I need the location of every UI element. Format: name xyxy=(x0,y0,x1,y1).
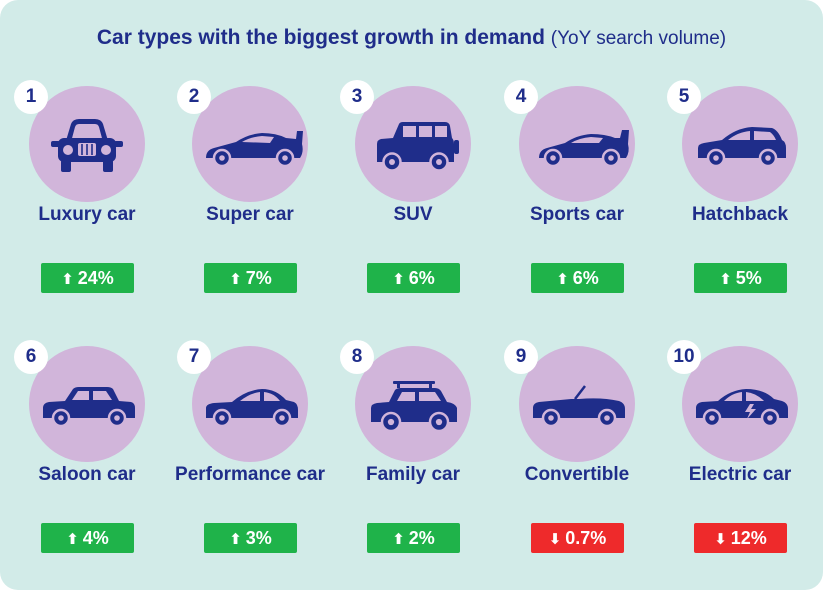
icon-circle xyxy=(29,346,145,462)
super-car-icon xyxy=(206,131,303,168)
car-type-item: 10 Electric car ⬇ 12% xyxy=(665,340,815,590)
change-value: 12% xyxy=(730,528,767,548)
change-badge-up: ⬆ 5% xyxy=(694,263,787,293)
change-value: 4% xyxy=(82,528,109,548)
car-type-label: Electric car xyxy=(688,464,792,485)
car-type-label: Convertible xyxy=(524,464,630,485)
chart-title: Car types with the biggest growth in dem… xyxy=(0,26,823,50)
car-type-label: Luxury car xyxy=(38,204,136,225)
car-type-item: 4 Sports car ⬆ 6% xyxy=(502,80,652,340)
car-type-item: 2 Super car ⬆ 7% xyxy=(175,80,325,340)
title-main: Car types with the biggest growth in dem… xyxy=(96,26,545,49)
change-badge-up: ⬆ 3% xyxy=(204,523,297,553)
icon-circle xyxy=(355,86,471,202)
arrow-up-icon: ⬆ xyxy=(61,271,74,288)
saloon-car-icon xyxy=(43,387,135,428)
arrow-up-icon: ⬆ xyxy=(556,271,569,288)
icon-circle xyxy=(682,346,798,462)
rank-badge: 10 xyxy=(667,340,701,374)
rank-badge: 3 xyxy=(340,80,374,114)
change-badge-down: ⬇ 12% xyxy=(694,523,787,553)
rank-badge: 5 xyxy=(667,80,701,114)
arrow-up-icon: ⬆ xyxy=(229,531,242,548)
car-type-item: 7 Performance car ⬆ 3% xyxy=(175,340,325,590)
change-badge-down: ⬇ 0.7% xyxy=(531,523,624,553)
title-subtitle: (YoY search volume) xyxy=(550,28,727,49)
change-badge-up: ⬆ 7% xyxy=(204,263,297,293)
hatchback-icon xyxy=(698,127,786,168)
car-type-item: 1 Luxury car ⬆ 24% xyxy=(12,80,162,340)
arrow-up-icon: ⬆ xyxy=(392,531,405,548)
arrow-up-icon: ⬆ xyxy=(229,271,242,288)
change-badge-up: ⬆ 24% xyxy=(41,263,134,293)
change-badge-up: ⬆ 2% xyxy=(367,523,460,553)
family-car-icon xyxy=(371,381,457,433)
change-value: 3% xyxy=(245,528,272,548)
icon-circle xyxy=(355,346,471,462)
icon-circle xyxy=(192,346,308,462)
arrow-up-icon: ⬆ xyxy=(392,271,405,288)
rank-badge: 7 xyxy=(177,340,211,374)
change-badge-up: ⬆ 6% xyxy=(367,263,460,293)
sports-car-icon xyxy=(539,130,629,168)
arrow-down-icon: ⬇ xyxy=(548,531,562,548)
rank-badge: 4 xyxy=(504,80,538,114)
rank-badge: 1 xyxy=(14,80,48,114)
rank-badge: 9 xyxy=(504,340,538,374)
change-value: 24% xyxy=(77,268,114,288)
car-type-item: 3 SUV ⬆ 6% xyxy=(338,80,488,340)
luxury-car-icon xyxy=(51,119,123,172)
car-type-label: Family car xyxy=(366,464,460,485)
icon-circle xyxy=(192,86,308,202)
arrow-up-icon: ⬆ xyxy=(719,271,732,288)
change-value: 6% xyxy=(572,268,599,288)
icon-circle xyxy=(682,86,798,202)
rank-badge: 6 xyxy=(14,340,48,374)
electric-car-icon xyxy=(696,389,788,428)
car-type-item: 8 Family car ⬆ 2% xyxy=(338,340,488,590)
change-badge-up: ⬆ 6% xyxy=(531,263,624,293)
change-badge-up: ⬆ 4% xyxy=(41,523,134,553)
change-value: 2% xyxy=(408,528,435,548)
car-type-label: Hatchback xyxy=(691,204,789,225)
car-type-label: Saloon car xyxy=(38,464,136,485)
car-type-label: Super car xyxy=(206,204,294,225)
icon-circle xyxy=(29,86,145,202)
icon-circle xyxy=(519,346,635,462)
car-type-item: 5 Hatchback ⬆ 5% xyxy=(665,80,815,340)
rank-badge: 2 xyxy=(177,80,211,114)
convertible-icon xyxy=(533,385,625,428)
suv-icon xyxy=(377,122,459,172)
change-value: 6% xyxy=(408,268,435,288)
change-value: 5% xyxy=(735,268,762,288)
arrow-down-icon: ⬇ xyxy=(714,531,727,548)
car-type-label: Sports car xyxy=(530,204,624,225)
arrow-up-icon: ⬆ xyxy=(66,531,79,548)
car-type-item: 6 Saloon car ⬆ 4% xyxy=(12,340,162,590)
car-type-label: Performance car xyxy=(175,464,325,485)
change-value: 7% xyxy=(245,268,272,288)
car-type-label: SUV xyxy=(393,204,433,225)
change-value: 0.7% xyxy=(565,528,607,548)
rank-badge: 8 xyxy=(340,340,374,374)
car-type-item: 9 Convertible ⬇ 0.7% xyxy=(502,340,652,590)
performance-car-icon xyxy=(206,389,298,428)
icon-circle xyxy=(519,86,635,202)
